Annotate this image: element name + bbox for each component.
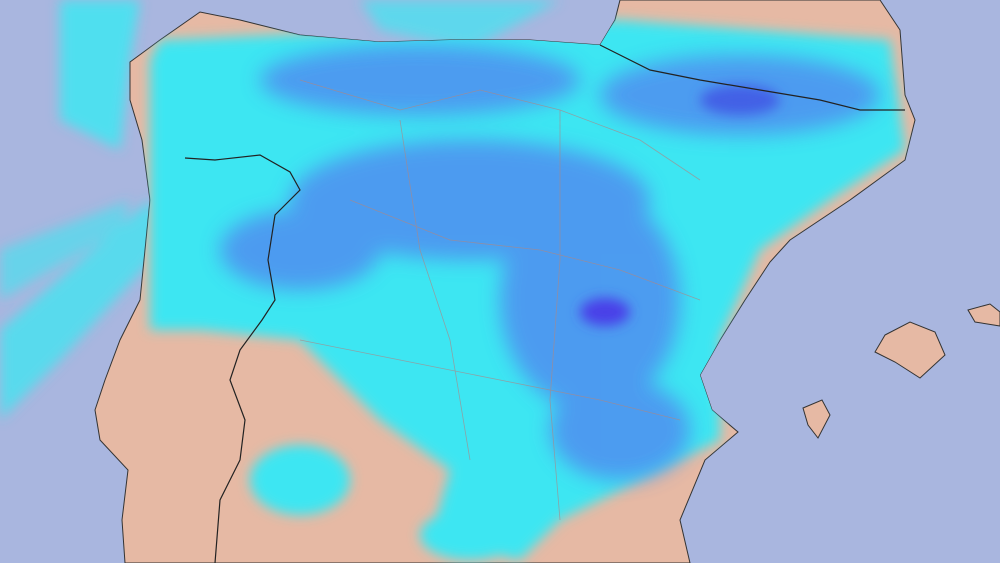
island — [874, 321, 946, 379]
sea-precipitation — [0, 0, 560, 420]
regional-borders — [299, 79, 701, 521]
land-precipitation — [150, 20, 905, 560]
borders — [184, 44, 905, 563]
island — [802, 399, 831, 439]
island — [967, 303, 1000, 327]
